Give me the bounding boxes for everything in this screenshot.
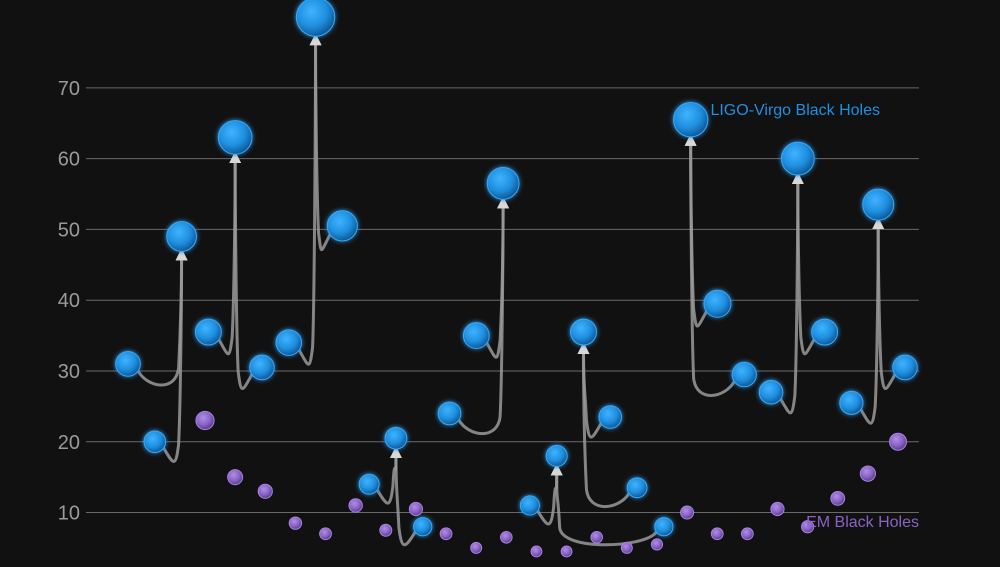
ligo-point-6	[249, 354, 275, 381]
y-tick-label-10: 10	[58, 503, 80, 525]
merger-arrow-4-2	[389, 446, 417, 547]
em-point-19	[740, 527, 754, 541]
y-tick-label-40: 40	[58, 290, 80, 312]
merger-arrow-6-1	[536, 463, 563, 526]
merger-arrow-9-1	[778, 172, 804, 415]
em-point-4	[288, 516, 303, 530]
em-point-24	[889, 432, 907, 451]
ligo-point-24	[731, 361, 757, 388]
merger-arrows	[136, 33, 897, 547]
merger-arrow-6-2	[550, 463, 659, 547]
ligo-point-18	[570, 318, 597, 346]
y-tick-label-60: 60	[58, 149, 80, 171]
ligo-point-13	[437, 401, 462, 426]
ligo-point-27	[811, 318, 839, 346]
em-point-2	[227, 469, 244, 486]
ligo-point-17	[545, 444, 568, 467]
merger-arrow-5-1	[457, 196, 510, 436]
merger-arrow-10-1	[859, 217, 885, 425]
ligo-point-20	[626, 477, 648, 499]
merger-arrow-1-1	[136, 248, 188, 387]
em-point-10	[470, 541, 483, 554]
em-point-12	[530, 545, 543, 558]
ligo-point-19	[598, 405, 623, 429]
legend-em: EM Black Holes	[806, 514, 919, 531]
ligo-point-30	[892, 354, 918, 381]
em-point-11	[500, 531, 513, 544]
merger-arrow-9-2	[791, 172, 816, 356]
em-point-20	[770, 501, 785, 517]
em-point-3	[257, 483, 273, 499]
merger-arrow-7-1	[577, 342, 603, 439]
em-point-17	[680, 505, 695, 520]
ligo-point-3	[166, 221, 197, 252]
merger-arrow-7-2	[577, 342, 631, 508]
ligo-point-7	[275, 329, 303, 356]
em-point-14	[590, 531, 603, 544]
ligo-point-4	[194, 318, 222, 346]
merger-arrow-2-2	[229, 151, 254, 391]
em-point-8	[408, 501, 424, 517]
ligo-point-25	[758, 379, 784, 405]
ligo-point-23	[703, 289, 732, 318]
merger-arrow-4-1	[375, 446, 402, 505]
ligo-point-1	[115, 351, 141, 377]
em-point-21	[801, 520, 815, 534]
em-point-23	[859, 465, 876, 482]
ligo-point-15	[486, 166, 520, 200]
y-tick-label-20: 20	[58, 432, 80, 454]
merger-arrow-10-2	[872, 217, 897, 391]
em-black-holes-series	[195, 410, 907, 558]
y-axis-tick-labels: 10 20 30 40 50 60 70	[58, 78, 80, 525]
em-point-1	[195, 410, 215, 431]
ligo-point-2	[143, 430, 167, 454]
merger-arrow-5-2	[485, 196, 510, 359]
em-point-15	[620, 541, 633, 554]
ligo-point-22	[672, 102, 709, 138]
ligo-virgo-black-holes-series	[115, 0, 918, 537]
em-point-18	[710, 527, 724, 541]
em-point-13	[560, 545, 573, 558]
y-tick-label-70: 70	[58, 78, 80, 100]
ligo-point-26	[780, 141, 815, 176]
ligo-point-9	[326, 210, 358, 242]
ligo-point-10	[358, 473, 380, 495]
em-point-16	[650, 538, 664, 551]
ligo-point-14	[462, 322, 490, 349]
y-tick-label-30: 30	[58, 361, 80, 383]
em-point-5	[319, 527, 332, 541]
ligo-point-16	[519, 495, 540, 516]
ligo-point-8	[295, 0, 336, 37]
ligo-point-12	[413, 517, 433, 537]
merger-arrow-2-1	[217, 151, 242, 356]
y-tick-label-50: 50	[58, 219, 80, 241]
merger-arrow-1-2	[161, 248, 188, 463]
em-point-22	[830, 490, 846, 506]
em-point-9	[439, 527, 453, 541]
ligo-point-11	[384, 426, 408, 450]
ligo-point-5	[217, 120, 253, 155]
legend-ligo-virgo: LIGO-Virgo Black Holes	[710, 102, 880, 119]
merger-arrow-8-2	[684, 133, 737, 397]
em-point-7	[379, 523, 393, 537]
em-point-6	[348, 498, 363, 513]
merger-arrow-3-2	[309, 33, 332, 252]
ligo-point-28	[839, 390, 864, 415]
ligo-point-21	[654, 517, 674, 537]
ligo-point-29	[862, 188, 895, 221]
